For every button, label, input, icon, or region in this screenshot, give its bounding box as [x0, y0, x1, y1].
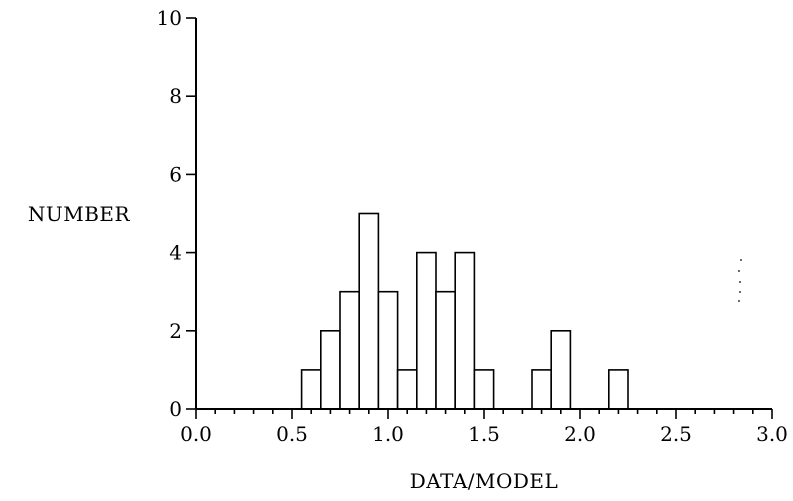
- histogram-bar: [339, 290, 361, 410]
- y-axis-title: NUMBER: [28, 202, 131, 226]
- y-tick-label: 10: [157, 6, 182, 30]
- histogram-bar: [531, 369, 553, 410]
- y-tick-label: 8: [169, 84, 182, 108]
- histogram-bar: [396, 369, 418, 410]
- bars-group: [300, 212, 629, 410]
- histogram-bar: [358, 212, 380, 410]
- histogram-bar: [415, 251, 437, 410]
- histogram-bar: [550, 329, 572, 410]
- x-tick-label: 2.0: [564, 422, 596, 446]
- x-tick-label: 0.5: [276, 422, 308, 446]
- histogram-bar: [319, 329, 341, 410]
- x-tick-label: 1.5: [468, 422, 500, 446]
- histogram-bar: [377, 290, 399, 410]
- y-tick-label: 2: [169, 319, 182, 343]
- y-tick-label: 4: [169, 241, 182, 265]
- histogram-bar: [454, 251, 476, 410]
- x-tick-label: 1.0: [372, 422, 404, 446]
- histogram-bar: [300, 369, 322, 410]
- histogram-bar: [607, 369, 629, 410]
- x-axis-title: DATA/MODEL: [410, 469, 559, 493]
- x-tick-label: 3.0: [756, 422, 788, 446]
- x-tick-label: 2.5: [660, 422, 692, 446]
- histogram-bar: [473, 369, 495, 410]
- stray-dots: [738, 259, 742, 302]
- histogram-bar: [435, 290, 457, 410]
- y-tick-label: 6: [169, 162, 182, 186]
- x-tick-label: 0.0: [180, 422, 212, 446]
- y-ticks-group: 0 2 4 6 8 10: [157, 6, 196, 421]
- y-tick-label: 0: [169, 397, 182, 421]
- x-ticks-group: 0.0 0.5 1.0 1.5 2.0 2.5 3.0: [180, 409, 788, 446]
